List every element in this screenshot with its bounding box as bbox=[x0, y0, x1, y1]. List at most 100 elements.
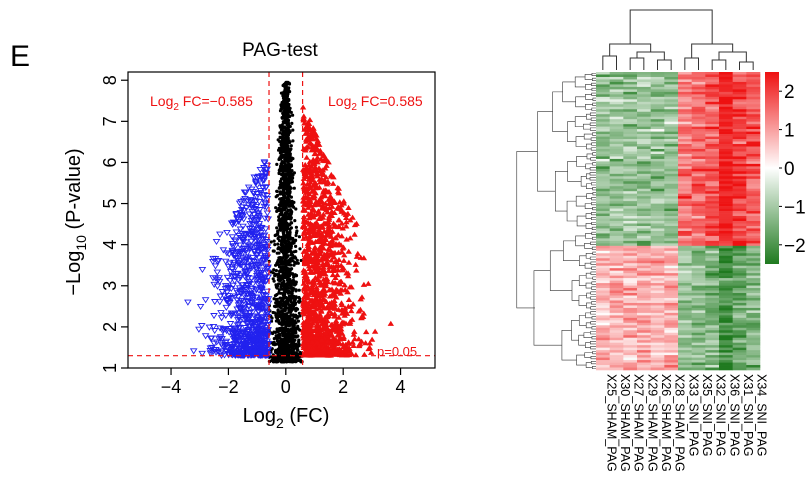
neutral-point bbox=[284, 223, 288, 227]
heatmap-cell bbox=[637, 124, 651, 127]
neutral-point bbox=[286, 314, 291, 318]
neutral-point bbox=[284, 165, 288, 169]
heatmap-cell bbox=[746, 129, 761, 132]
volcano-title: PAG-test bbox=[242, 40, 318, 61]
neutral-point bbox=[287, 290, 291, 294]
heatmap-cell bbox=[678, 193, 692, 197]
heatmap-cell bbox=[650, 188, 665, 192]
neutral-point bbox=[280, 173, 284, 177]
heatmap-cell bbox=[609, 201, 624, 204]
heatmap-cell bbox=[746, 146, 761, 150]
heatmap-cell bbox=[719, 166, 733, 170]
up-point bbox=[334, 232, 342, 238]
heatmap-cell bbox=[650, 206, 665, 209]
heatmap-cell bbox=[732, 114, 747, 117]
neutral-point bbox=[291, 272, 295, 276]
heatmap-cell bbox=[705, 208, 720, 212]
heatmap-cell bbox=[732, 181, 747, 185]
heatmap-cell bbox=[637, 173, 651, 177]
heatmap-cell bbox=[664, 91, 679, 95]
neutral-point bbox=[293, 219, 297, 223]
heatmap-cell bbox=[746, 106, 761, 110]
heatmap-cell bbox=[691, 81, 706, 85]
heatmap-cell bbox=[637, 104, 651, 108]
heatmap-cell bbox=[719, 211, 733, 214]
neutral-point bbox=[274, 313, 278, 317]
neutral-point bbox=[290, 295, 294, 299]
heatmap-cell bbox=[678, 183, 692, 187]
up-point bbox=[387, 320, 394, 326]
heatmap-cell bbox=[609, 206, 624, 209]
heatmap-cell bbox=[664, 84, 679, 88]
heatmap-cell bbox=[691, 151, 706, 155]
heatmap-cell bbox=[623, 76, 638, 80]
neutral-point bbox=[286, 118, 290, 122]
row-dendrogram-branch bbox=[586, 173, 591, 180]
heatmap-cell bbox=[719, 121, 733, 125]
heatmap-cell bbox=[623, 139, 638, 142]
neutral-point bbox=[294, 352, 298, 356]
up-point bbox=[303, 154, 310, 160]
heatmap-cell bbox=[732, 203, 747, 207]
up-point bbox=[335, 217, 342, 223]
heatmap-cell bbox=[637, 216, 651, 219]
heatmap-cell bbox=[678, 144, 692, 147]
heatmap-cell bbox=[609, 96, 624, 100]
heatmap-cell bbox=[664, 114, 679, 117]
row-dendrogram-branch bbox=[591, 336, 596, 340]
y-tick-label: 2 bbox=[100, 322, 120, 332]
heatmap-cell bbox=[746, 109, 761, 113]
heatmap-cell bbox=[746, 188, 761, 192]
heatmap-cell bbox=[705, 166, 720, 170]
heatmap-cell bbox=[732, 163, 747, 167]
neutral-point bbox=[277, 223, 281, 227]
neutral-point bbox=[292, 171, 296, 175]
down-point bbox=[212, 238, 221, 246]
up-point bbox=[300, 180, 307, 186]
heatmap-cell bbox=[746, 228, 761, 232]
heatmap-cell bbox=[609, 101, 624, 105]
neutral-point bbox=[276, 310, 281, 314]
heatmap-cell bbox=[650, 114, 665, 117]
heatmap-cell bbox=[637, 121, 651, 125]
heatmap-cell bbox=[719, 171, 733, 175]
heatmap-cell bbox=[609, 188, 624, 192]
heatmap-cell bbox=[719, 233, 733, 237]
neutral-point bbox=[285, 235, 289, 239]
heatmap-cell bbox=[719, 94, 733, 98]
heatmap-cell bbox=[746, 218, 761, 222]
up-point bbox=[332, 318, 340, 324]
x-tick-label: −2 bbox=[218, 377, 239, 397]
row-dendrogram-branch bbox=[533, 270, 562, 346]
neutral-point bbox=[280, 262, 284, 266]
heatmap-cell bbox=[609, 183, 624, 187]
heatmap-cell bbox=[637, 225, 651, 229]
heatmap-cell bbox=[719, 153, 733, 157]
neutral-point bbox=[285, 319, 289, 323]
row-dendrogram-branch bbox=[585, 272, 593, 279]
heatmap-cell bbox=[691, 124, 706, 127]
heatmap-cell bbox=[650, 116, 665, 120]
heatmap-cell bbox=[691, 163, 706, 167]
heatmap-cell bbox=[650, 235, 665, 239]
heatmap-cell bbox=[609, 163, 624, 167]
neutral-point bbox=[283, 240, 287, 244]
heatmap-cell bbox=[705, 153, 720, 157]
heatmap-cell bbox=[691, 136, 706, 140]
heatmap-cell bbox=[732, 171, 747, 175]
heatmap-cell bbox=[650, 201, 665, 204]
heatmap-cell bbox=[623, 91, 638, 95]
heatmap-cell bbox=[637, 101, 651, 105]
heatmap-cell bbox=[719, 161, 733, 165]
heatmap-cell bbox=[678, 163, 692, 167]
heatmap-cell bbox=[609, 228, 624, 232]
heatmap-cell bbox=[637, 114, 651, 117]
heatmap-cell bbox=[596, 134, 610, 137]
heatmap-cell bbox=[650, 223, 665, 227]
heatmap-cell bbox=[746, 119, 761, 122]
heatmap-cell bbox=[596, 146, 610, 150]
neutral-point bbox=[282, 236, 287, 240]
neutral-point bbox=[287, 97, 291, 102]
heatmap-cell bbox=[732, 213, 747, 217]
heatmap-cell bbox=[678, 173, 692, 177]
